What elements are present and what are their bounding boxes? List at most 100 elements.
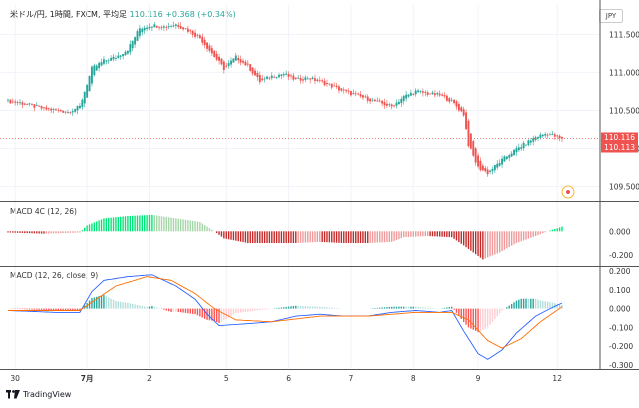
candle-body bbox=[527, 140, 530, 146]
last-value: 110.116 bbox=[129, 10, 163, 19]
candle-body bbox=[268, 77, 271, 79]
candle-body bbox=[143, 27, 146, 31]
candle-body bbox=[100, 62, 103, 66]
candle-body bbox=[201, 36, 204, 43]
candle-body bbox=[383, 102, 386, 106]
candle-body bbox=[479, 160, 482, 171]
candle-body bbox=[249, 64, 252, 71]
candle-body bbox=[405, 94, 408, 99]
candle-body bbox=[448, 98, 451, 102]
candle-body bbox=[409, 92, 412, 96]
candle-body bbox=[21, 102, 24, 105]
candle-body bbox=[52, 109, 55, 110]
candle-body bbox=[270, 75, 273, 79]
candle-body bbox=[328, 83, 331, 85]
candle-body bbox=[23, 103, 26, 105]
candle-body bbox=[407, 94, 410, 97]
candle-body bbox=[107, 60, 110, 62]
candle-body bbox=[28, 103, 31, 105]
candle-body bbox=[153, 24, 156, 28]
candle-body bbox=[529, 140, 532, 143]
candle-body bbox=[467, 120, 470, 147]
candle-body bbox=[9, 99, 12, 104]
candle-body bbox=[261, 78, 264, 81]
candle-body bbox=[40, 106, 43, 109]
candle-body bbox=[258, 74, 261, 83]
x-tick-label: 7 bbox=[349, 374, 354, 383]
candle-body bbox=[491, 169, 494, 172]
candle-body bbox=[105, 60, 108, 62]
candle-body bbox=[170, 25, 173, 27]
candle-body bbox=[251, 67, 254, 74]
x-tick-label: 7月 bbox=[81, 374, 94, 383]
candle-body bbox=[429, 93, 432, 95]
candle-body bbox=[345, 89, 348, 92]
candle-body bbox=[33, 104, 36, 108]
candle-body bbox=[234, 55, 237, 61]
candle-body bbox=[86, 84, 89, 98]
candle-body bbox=[158, 26, 161, 28]
candle-body bbox=[273, 76, 276, 78]
candle-body bbox=[549, 134, 551, 136]
macd-tick-label: -0.100 bbox=[609, 323, 633, 332]
chart-title-text: 米ドル/円, 1時間, FXCM, 平均足 bbox=[10, 10, 128, 19]
price-tick-label: 111.000 bbox=[609, 68, 639, 77]
candle-body bbox=[489, 170, 492, 172]
candle-body bbox=[11, 101, 14, 103]
x-tick-label: 12 bbox=[552, 374, 562, 383]
macd4c-tick-label: 0.000 bbox=[609, 227, 631, 236]
candle-body bbox=[225, 65, 228, 67]
x-tick-label: 2 bbox=[147, 374, 152, 383]
candle-body bbox=[417, 90, 420, 93]
candle-body bbox=[124, 51, 127, 56]
candle-body bbox=[266, 76, 268, 79]
candle-body bbox=[357, 93, 360, 95]
candle-body bbox=[469, 133, 472, 149]
macd-line bbox=[7, 274, 563, 360]
candle-body bbox=[388, 104, 391, 106]
candle-body bbox=[465, 112, 468, 130]
candle-body bbox=[122, 54, 125, 57]
candle-body bbox=[299, 78, 302, 81]
chart-grid bbox=[0, 5, 600, 368]
candle-body bbox=[474, 148, 477, 163]
candle-body bbox=[35, 105, 38, 107]
candle-body bbox=[189, 30, 192, 32]
candle-body bbox=[31, 103, 33, 105]
candle-body bbox=[47, 108, 50, 110]
candle-body bbox=[326, 83, 328, 84]
chart-axes: 307月25678912109.500110.000110.500111.000… bbox=[0, 0, 639, 383]
candle-body bbox=[246, 63, 249, 65]
candle-body bbox=[112, 56, 115, 60]
candle-body bbox=[213, 50, 216, 57]
candle-body bbox=[424, 92, 427, 93]
candle-body bbox=[117, 55, 120, 59]
candle-body bbox=[433, 93, 436, 96]
candle-body bbox=[290, 75, 292, 77]
candle-body bbox=[503, 156, 506, 162]
candle-body bbox=[361, 95, 364, 98]
candle-body bbox=[462, 109, 465, 116]
candle-body bbox=[304, 77, 307, 80]
candle-body bbox=[309, 78, 312, 80]
candle-body bbox=[62, 110, 65, 113]
candle-body bbox=[160, 27, 163, 29]
candle-body bbox=[525, 144, 527, 146]
candle-body bbox=[141, 28, 144, 33]
candle-body bbox=[477, 155, 480, 167]
candle-body bbox=[498, 163, 501, 166]
candle-body bbox=[342, 89, 345, 91]
candle-body bbox=[148, 27, 151, 29]
tradingview-icon bbox=[6, 390, 20, 399]
candle-body bbox=[333, 85, 336, 87]
candle-body bbox=[19, 102, 21, 104]
tradingview-logo: TradingView bbox=[6, 390, 71, 399]
candle-body bbox=[558, 135, 561, 139]
macd-pane bbox=[7, 274, 563, 360]
candle-body bbox=[520, 147, 523, 149]
price-tick-label: 111.500 bbox=[609, 30, 639, 39]
candle-body bbox=[364, 96, 367, 98]
candle-body bbox=[292, 75, 295, 80]
candle-body bbox=[393, 105, 396, 107]
